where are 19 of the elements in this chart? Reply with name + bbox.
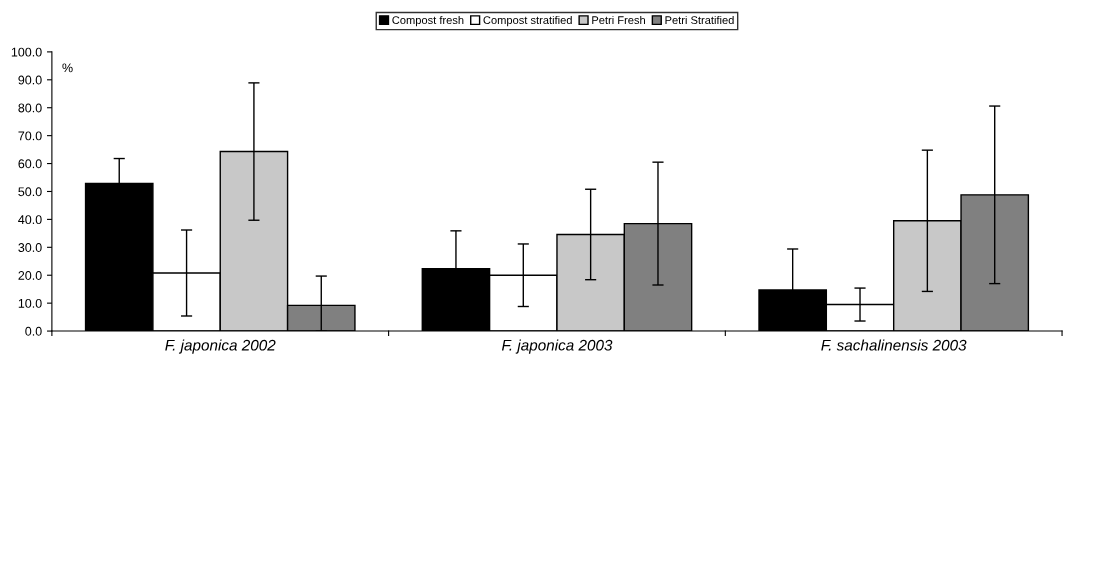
y-tick-label: 90.0 [18, 75, 42, 85]
legend-label: Petri Stratified [665, 15, 734, 25]
y-tick-label: 60.0 [18, 159, 42, 169]
x-tick-label: F. japonica 2003 [501, 339, 613, 354]
y-tick-label: 10.0 [18, 298, 42, 308]
x-tick-label: F. sachalinensis 2003 [821, 339, 967, 351]
y-tick-label: 0.0 [25, 326, 42, 336]
x-tick-label: F. japonica 2002 [165, 339, 276, 354]
y-tick-label: 40.0 [18, 215, 42, 225]
legend-label: Compost fresh [392, 15, 464, 27]
legend-label: Petri Fresh [592, 15, 645, 25]
y-tick-label: 70.0 [18, 131, 42, 141]
y-tick-label: 80.0 [18, 103, 42, 113]
y-axis-title: % [62, 63, 73, 73]
y-tick-label: 30.0 [18, 243, 42, 252]
y-tick-label: 50.0 [18, 187, 42, 197]
y-tick-label: 100.0 [11, 47, 42, 57]
y-tick-label: 20.0 [18, 271, 42, 280]
legend-label: Compost stratified [483, 15, 572, 27]
